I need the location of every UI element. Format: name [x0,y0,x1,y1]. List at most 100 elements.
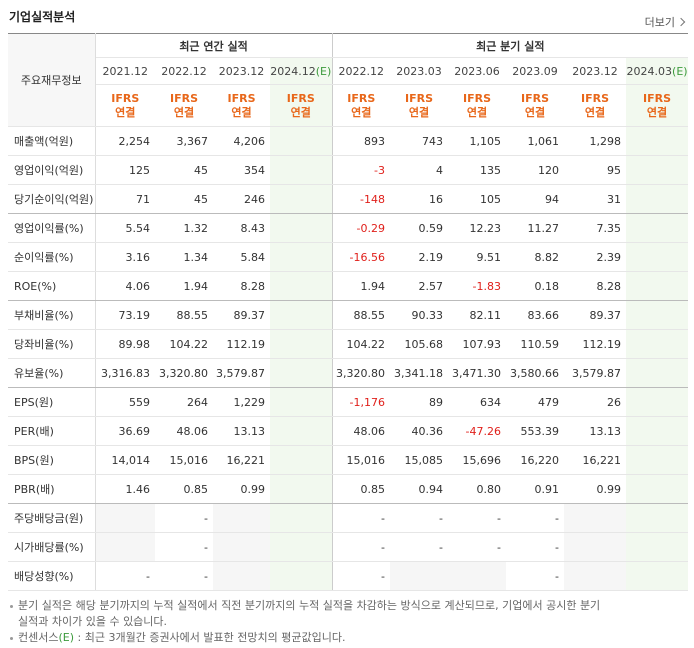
period-header: 2021.12 [95,57,155,85]
period-header: 2023.12 [213,57,270,85]
value-cell: 125 [95,155,155,185]
period: 2022.12 [161,64,207,78]
value-cell: 8.82 [506,242,565,272]
empty-cell [626,532,689,562]
data-row: PBR(배) 1.46 0.85 0.99 0.85 0.94 0.80 0.91 0.99 [8,474,689,504]
data-row: ROE(%) 4.06 1.94 8.28 1.94 2.57 -1.83 0.18 8.28 [8,271,689,301]
value-cell: 9.51 [448,242,507,272]
value-cell: 73.19 [95,300,155,330]
value-cell: 89 [390,387,449,417]
value-cell: 13.13 [213,416,270,446]
value-cell: 559 [95,387,155,417]
value-cell: 83.66 [506,300,565,330]
basis-line: IFRS [405,91,434,105]
basis-line: 연결 [584,105,606,119]
data-row: 당좌비율(%) 89.98 104.22 112.19 104.22 105.68 107.… [8,329,689,359]
value-cell: - [506,561,565,591]
value-cell: 48.06 [155,416,213,446]
row-label: 순이익률(%) [8,242,96,272]
empty-cell [270,126,333,156]
value-cell: 110.59 [506,329,565,359]
period-header: 2022.12 [155,57,213,85]
basis-line: 연결 [408,105,430,119]
value-cell: 112.19 [213,329,270,359]
period-header: 2023.12 [564,57,627,85]
empty-cell [270,445,333,475]
value-cell: 1.94 [155,271,213,301]
row-label: 당기순이익(억원) [8,184,96,214]
empty-cell [213,503,270,533]
row-label: PER(배) [8,416,96,446]
row-label: PBR(배) [8,474,96,504]
data-row: EPS(원) 559 264 1,229 -1,176 89 634 479 26 [8,387,689,417]
period: 2022.12 [338,64,385,78]
value-cell: 1,229 [213,387,270,417]
value-cell: 8.43 [213,213,270,243]
value-cell: 13.13 [564,416,627,446]
row-label: BPS(원) [8,445,96,475]
basis-line: IFRS [581,91,610,105]
more-link[interactable]: 더보기 [644,14,686,30]
value-cell: 3,341.18 [390,358,449,388]
value-cell: 11.27 [506,213,565,243]
empty-cell [626,300,689,330]
empty-cell [270,416,333,446]
value-cell: 7.35 [564,213,627,243]
value-cell: - [506,503,565,533]
value-cell: - [331,561,391,591]
data-row: 당기순이익(억원) 71 45 246 -148 16 105 94 31 [8,184,689,214]
row-label: 시가배당률(%) [8,532,96,562]
empty-cell [564,561,627,591]
period: 2024.12 [270,64,316,78]
basis-header: IFRS 연결 [564,84,627,127]
basis-row: IFRS 연결 IFRS 연결 IFRS 연결 IFRS 연결 IFRS 연결 IFRS 연결 IFRS… [8,84,689,127]
value-cell: 1.46 [95,474,155,504]
empty-cell [270,271,333,301]
value-cell: 104.22 [331,329,391,359]
value-cell: 2.57 [390,271,449,301]
period-header: 2024.12(E) [270,57,333,85]
value-cell: 5.84 [213,242,270,272]
value-cell: -47.26 [448,416,507,446]
value-cell: - [155,532,213,562]
value-cell: 16,221 [564,445,627,475]
more-label[interactable]: 더보기 [644,16,675,29]
row-label: 영업이익(억원) [8,155,96,185]
value-cell: 4.06 [95,271,155,301]
value-cell: 14,014 [95,445,155,475]
basis-line: IFRS [643,91,672,105]
value-cell: 89.98 [95,329,155,359]
value-cell: 4,206 [213,126,270,156]
basis-line: 연결 [115,105,136,119]
value-cell: - [448,532,507,562]
empty-cell [213,532,270,562]
basis-line: IFRS [286,91,315,105]
value-cell: - [506,532,565,562]
footnote: 컨센서스(E) : 최근 3개월간 증권사에서 발표한 전망치의 평균값입니다. [8,630,608,646]
basis-line: IFRS [227,91,256,105]
period: 2024.03 [626,64,673,78]
value-cell: 893 [331,126,391,156]
table-head: 주요재무정보 최근 연간 실적 최근 분기 실적 2021.12 2022.12 2023… [8,33,689,127]
basis-line: IFRS [521,91,550,105]
empty-cell [626,503,689,533]
value-cell: 105.68 [390,329,449,359]
value-cell: 0.94 [390,474,449,504]
empty-cell [626,387,689,417]
value-cell: 16 [390,184,449,214]
value-cell: 12.23 [448,213,507,243]
value-cell: 553.39 [506,416,565,446]
empty-cell [270,358,333,388]
value-cell: 36.69 [95,416,155,446]
value-cell: 88.55 [155,300,213,330]
value-cell: 1.32 [155,213,213,243]
value-cell: 0.99 [564,474,627,504]
empty-cell [270,242,333,272]
value-cell: 82.11 [448,300,507,330]
empty-cell [626,126,689,156]
data-row: 시가배당률(%) - - - - - [8,532,689,562]
value-cell: 135 [448,155,507,185]
period: 2023.12 [572,64,618,78]
value-cell: 15,016 [155,445,213,475]
value-cell: 354 [213,155,270,185]
